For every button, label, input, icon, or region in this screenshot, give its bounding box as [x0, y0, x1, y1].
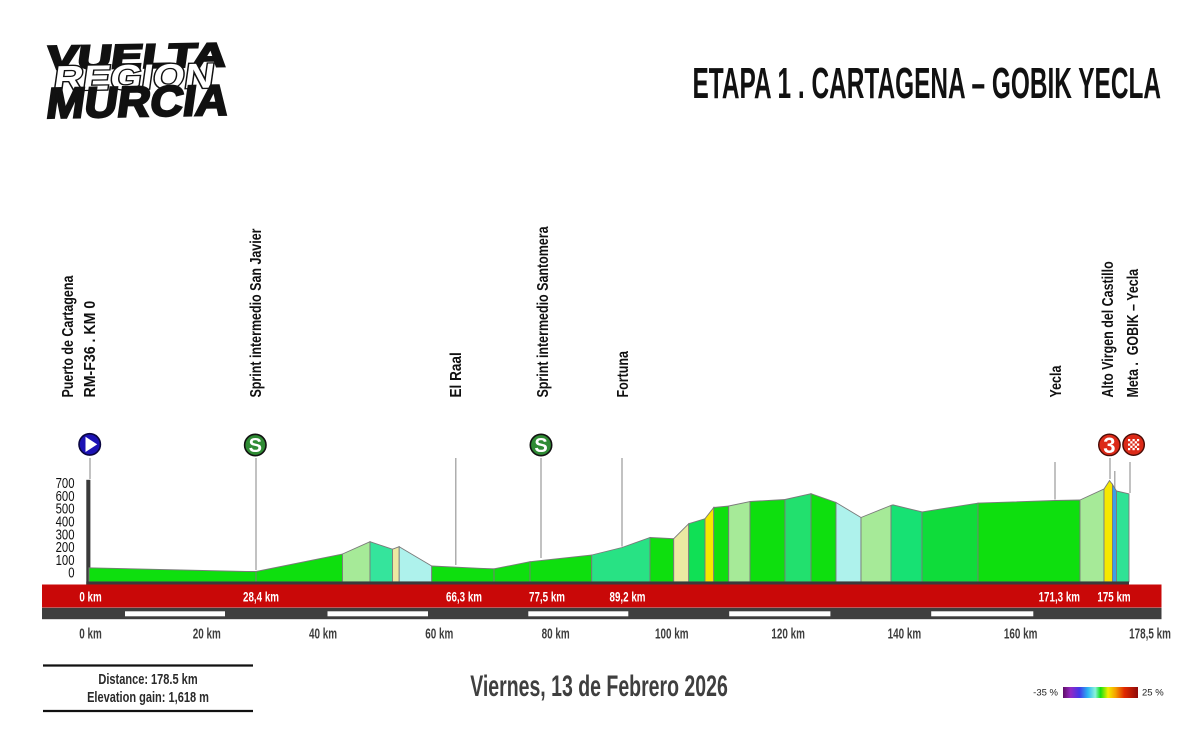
- svg-text:RM-F36 . KM 0: RM-F36 . KM 0: [82, 301, 100, 398]
- svg-text:S: S: [249, 435, 262, 457]
- svg-text:175 km: 175 km: [1097, 589, 1130, 605]
- svg-text:0 km: 0 km: [79, 626, 102, 643]
- svg-text:Meta . GOBIK – Yecla: Meta . GOBIK – Yecla: [1125, 268, 1143, 398]
- svg-text:Sprint intermedio Santomera: Sprint intermedio Santomera: [534, 226, 552, 398]
- svg-text:400: 400: [56, 513, 75, 530]
- svg-text:3: 3: [1103, 433, 1115, 458]
- svg-text:77,5 km: 77,5 km: [529, 589, 565, 605]
- svg-text:Alto Virgen del Castillo: Alto Virgen del Castillo: [1100, 261, 1118, 397]
- svg-text:El Raal: El Raal: [447, 352, 465, 397]
- svg-text:Elevation gain: 1,618 m: Elevation gain: 1,618 m: [87, 688, 209, 705]
- svg-text:160 km: 160 km: [1004, 626, 1038, 643]
- svg-text:171,3 km: 171,3 km: [1039, 589, 1080, 605]
- svg-text:200: 200: [56, 539, 75, 556]
- svg-text:300: 300: [56, 526, 75, 543]
- svg-text:700: 700: [56, 475, 75, 492]
- svg-text:20 km: 20 km: [193, 626, 221, 643]
- svg-text:40 km: 40 km: [309, 626, 337, 643]
- svg-text:140 km: 140 km: [888, 626, 922, 643]
- svg-text:S: S: [534, 435, 547, 457]
- svg-text:VUELTA: VUELTA: [44, 36, 229, 77]
- svg-text:REGION: REGION: [51, 57, 216, 99]
- svg-text:500: 500: [56, 500, 75, 517]
- svg-text:0 km: 0 km: [79, 589, 101, 605]
- svg-text:28,4 km: 28,4 km: [243, 589, 279, 605]
- svg-text:Yecla: Yecla: [1047, 365, 1065, 398]
- svg-text:66,3 km: 66,3 km: [446, 589, 482, 605]
- svg-text:600: 600: [56, 488, 75, 505]
- svg-text:0: 0: [68, 564, 74, 581]
- svg-text:120 km: 120 km: [771, 626, 805, 643]
- svg-text:Fortuna: Fortuna: [614, 350, 632, 397]
- svg-text:25 %: 25 %: [1142, 688, 1164, 699]
- svg-text:178,5 km: 178,5 km: [1129, 626, 1171, 643]
- svg-text:MURCIA: MURCIA: [44, 77, 233, 128]
- svg-text:-35 %: -35 %: [1033, 688, 1058, 699]
- svg-text:89,2 km: 89,2 km: [610, 589, 646, 605]
- svg-text:80 km: 80 km: [542, 626, 570, 643]
- svg-text:Distance: 178.5 km: Distance: 178.5 km: [98, 670, 197, 687]
- svg-text:100 km: 100 km: [655, 626, 689, 643]
- svg-text:Viernes, 13 de Febrero 2026: Viernes, 13 de Febrero 2026: [470, 670, 728, 703]
- svg-text:Sprint intermedio San Javier: Sprint intermedio San Javier: [247, 228, 265, 397]
- svg-text:ETAPA 1 . CARTAGENA – GOBIK YE: ETAPA 1 . CARTAGENA – GOBIK YECLA: [693, 58, 1161, 107]
- svg-text:60 km: 60 km: [425, 626, 453, 643]
- svg-text:100: 100: [56, 551, 75, 568]
- svg-text:Puerto de Cartagena: Puerto de Cartagena: [60, 275, 78, 398]
